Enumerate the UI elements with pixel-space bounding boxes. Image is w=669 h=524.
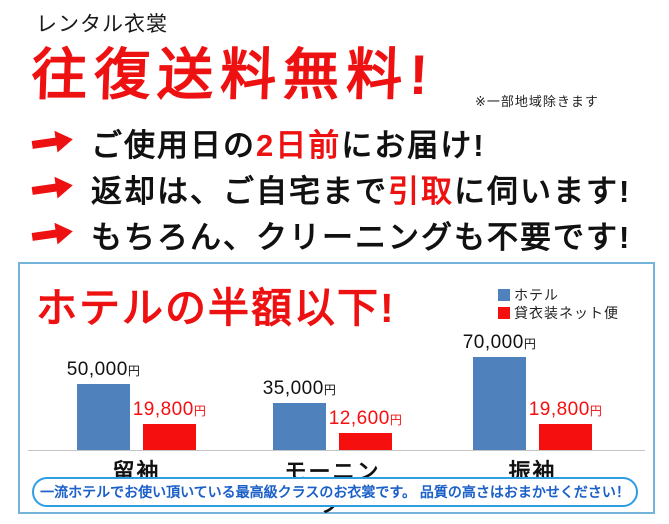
bar-net — [143, 424, 196, 450]
chart-baseline — [28, 450, 645, 451]
bar-net — [339, 433, 392, 450]
chart-group: 35,000円 12,600円 — [263, 264, 402, 450]
yen-unit-label: 円 — [523, 337, 537, 351]
quality-banner: 一流ホテルでお使い頂いている最高級クラスのお衣裳です。 品質の高さはおまかせくだ… — [32, 477, 638, 507]
bar-hotel — [77, 384, 130, 450]
bar-value-label: 19,800円 — [528, 399, 603, 420]
bullet-item: ご使用日の2日前にお届け! — [31, 119, 631, 165]
bar-hotel — [473, 357, 526, 450]
chart-group: 50,000円 19,800円 — [67, 264, 206, 450]
chart-title: ホテルの半額以下! — [36, 285, 396, 331]
quality-banner-text: 一流ホテルでお使い頂いている最高級クラスのお衣裳です。 品質の高さはおまかせくだ… — [40, 484, 630, 500]
legend-item: ホテル — [498, 286, 619, 304]
chart-group: 70,000円 19,800円 — [463, 264, 602, 450]
bar-column: 19,800円 — [133, 399, 206, 450]
legend-label: 貸衣装ネット便 — [514, 305, 619, 321]
legend-swatch-icon — [498, 289, 510, 301]
price-comparison-box: 50,000円19,800円留袖35,000円12,600円モーニング70,00… — [18, 262, 655, 516]
bar-value-label: 35,000円 — [262, 378, 337, 399]
bar-column: 70,000円 — [463, 332, 536, 450]
right-arrow-icon — [31, 130, 73, 153]
yen-unit-label: 円 — [127, 364, 141, 378]
page-title: レンタル衣裳 — [36, 13, 168, 36]
legend-swatch-icon — [498, 307, 510, 319]
chart-legend: ホテル貸衣装ネット便 — [498, 286, 619, 322]
right-arrow-icon — [31, 222, 73, 245]
bar-hotel — [273, 403, 326, 450]
legend-item: 貸衣装ネット便 — [498, 304, 619, 322]
bar-column: 50,000円 — [67, 359, 140, 450]
bar-value-label: 50,000円 — [66, 359, 141, 380]
bullet-text: 返却は、ご自宅まで引取に伺います! — [91, 173, 632, 209]
legend-label: ホテル — [514, 287, 559, 303]
bullet-item: 返却は、ご自宅まで引取に伺います! — [31, 165, 631, 211]
bar-column: 19,800円 — [529, 399, 602, 450]
bar-chart: 50,000円19,800円留袖35,000円12,600円モーニング70,00… — [20, 264, 653, 516]
bar-value-label: 12,600円 — [328, 408, 403, 429]
bar-value-label: 70,000円 — [462, 332, 537, 353]
right-arrow-icon — [31, 176, 73, 199]
bullet-item: もちろん、クリーニングも不要です! — [31, 211, 631, 257]
bar-net — [539, 424, 592, 450]
yen-unit-label: 円 — [589, 404, 603, 418]
bullet-list: ご使用日の2日前にお届け! 返却は、ご自宅まで引取に伺います! もちろん、クリーニン… — [31, 119, 631, 257]
bullet-text: ご使用日の2日前にお届け! — [91, 127, 486, 163]
bar-column: 12,600円 — [329, 408, 402, 450]
yen-unit-label: 円 — [389, 413, 403, 427]
bullet-text: もちろん、クリーニングも不要です! — [91, 219, 632, 255]
bar-value-label: 19,800円 — [132, 399, 207, 420]
free-shipping-headline: 往復送料無料! — [30, 43, 437, 106]
headline-note: ※一部地域除きます — [475, 94, 599, 109]
yen-unit-label: 円 — [323, 383, 337, 397]
yen-unit-label: 円 — [193, 404, 207, 418]
bar-column: 35,000円 — [263, 378, 336, 450]
